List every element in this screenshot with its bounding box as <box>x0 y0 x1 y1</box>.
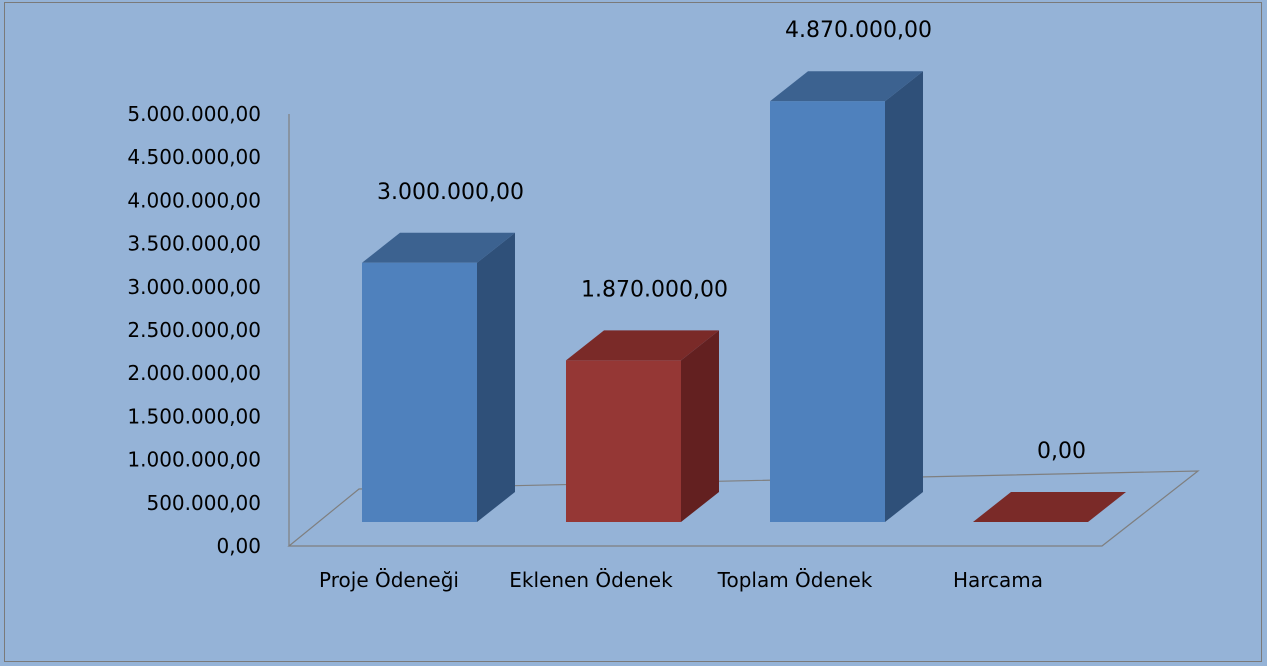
y-tick-label: 5.000.000,00 <box>127 102 261 126</box>
bar-front <box>362 262 477 522</box>
category-labels: Proje Ödeneği Eklenen Ödenek Toplam Ödenek… <box>319 568 1043 592</box>
y-tick-label: 2.500.000,00 <box>127 318 261 342</box>
category-label: Proje Ödeneği <box>319 568 459 592</box>
bar-top <box>566 330 719 361</box>
y-tick-label: 3.500.000,00 <box>127 232 261 256</box>
bar <box>770 71 923 523</box>
chart-floor <box>287 470 1200 547</box>
floor-plane <box>287 470 1200 547</box>
data-label: 0,00 <box>1037 439 1086 464</box>
y-tick-label: 4.500.000,00 <box>127 145 261 169</box>
data-label: 1.870.000,00 <box>581 277 728 302</box>
data-labels: 3.000.000,00 1.870.000,00 4.870.000,00 0,00 <box>377 18 1086 464</box>
bar <box>973 492 1126 522</box>
bar-chart: 0,00 500.000,00 1.000.000,00 1.500.000,00 2.… <box>127 18 1200 592</box>
y-tick-label: 500.000,00 <box>146 491 261 515</box>
category-label: Harcama <box>953 568 1043 592</box>
bar <box>362 232 515 523</box>
bars <box>362 71 1126 523</box>
bar-front <box>566 360 681 522</box>
y-tick-label: 0,00 <box>216 534 261 558</box>
category-label: Toplam Ödenek <box>717 568 873 592</box>
data-label: 4.870.000,00 <box>785 18 932 43</box>
bar-front <box>770 101 885 523</box>
y-tick-label: 3.000.000,00 <box>127 275 261 299</box>
bar <box>566 330 719 522</box>
y-tick-label: 1.000.000,00 <box>127 448 261 472</box>
category-label: Eklenen Ödenek <box>509 568 673 592</box>
y-tick-label: 2.000.000,00 <box>127 361 261 385</box>
y-axis: 0,00 500.000,00 1.000.000,00 1.500.000,00 2.… <box>127 102 290 558</box>
bar-side <box>885 71 923 523</box>
bar-top <box>362 232 515 263</box>
y-tick-label: 1.500.000,00 <box>127 404 261 428</box>
chart-area: 0,00 500.000,00 1.000.000,00 1.500.000,00 2.… <box>4 2 1262 662</box>
bar-side <box>681 330 719 522</box>
y-tick-label: 4.000.000,00 <box>127 188 261 212</box>
bar-top <box>770 71 923 102</box>
bar-side <box>477 232 515 523</box>
data-label: 3.000.000,00 <box>377 180 524 205</box>
bar-top <box>973 492 1126 522</box>
